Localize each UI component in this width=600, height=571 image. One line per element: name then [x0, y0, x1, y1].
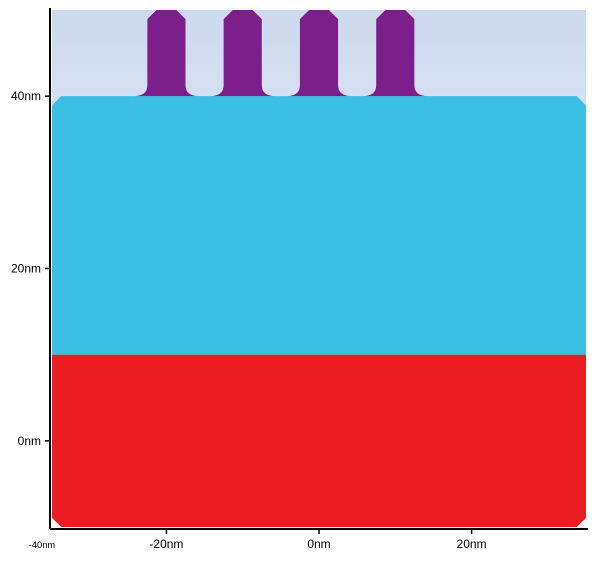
substrate-layer — [52, 355, 586, 527]
x-outer-label-left: -40nm — [29, 540, 56, 550]
epilayer — [52, 96, 586, 355]
x-tick-label: 0nm — [307, 537, 330, 551]
y-tick-label: 0nm — [18, 434, 41, 448]
diagram-canvas: 0nm 20nm 40nm -20nm 0nm 20nm -40nm — [0, 0, 600, 571]
y-tick-label: 20nm — [11, 262, 41, 276]
x-tick-label: -20nm — [149, 537, 183, 551]
y-tick-label: 40nm — [11, 89, 41, 103]
x-tick-label: 20nm — [457, 537, 487, 551]
